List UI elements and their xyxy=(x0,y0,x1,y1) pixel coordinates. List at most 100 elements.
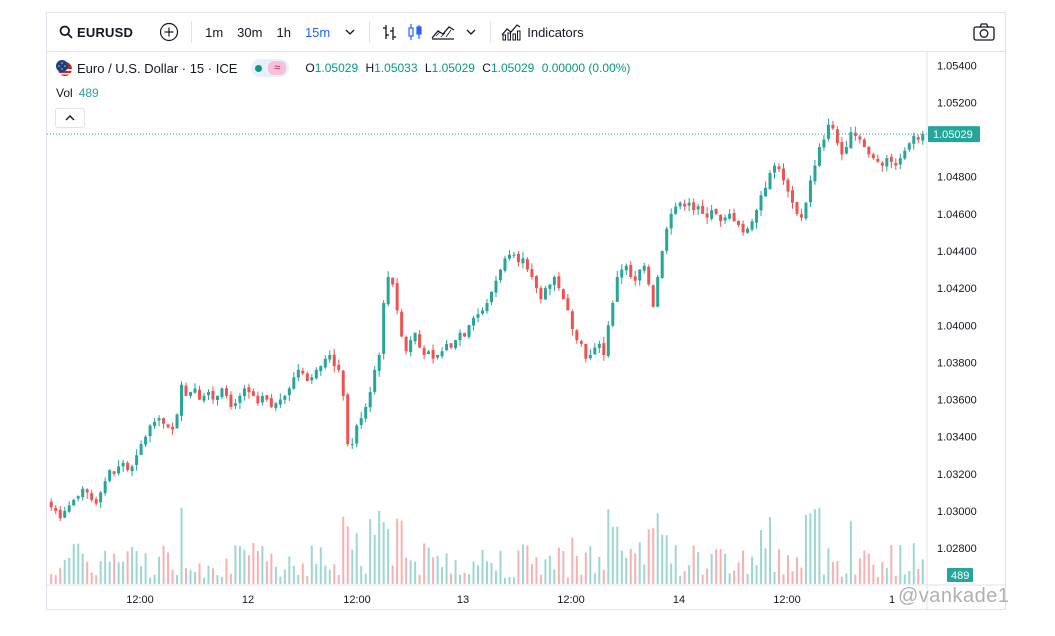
candle xyxy=(162,418,166,424)
snapshot-button[interactable] xyxy=(971,19,997,45)
ohlc-values: O1.05029 H1.05033 L1.05029 C1.05029 0.00… xyxy=(305,61,630,75)
compare-button[interactable] xyxy=(159,13,179,51)
interval-1h[interactable]: 1h xyxy=(276,24,291,40)
x-tick-label: 12:00 xyxy=(343,594,371,606)
volume-bar xyxy=(113,553,116,584)
candle xyxy=(130,466,134,472)
volume-bar xyxy=(144,553,147,584)
change-value: 0.00000 (0.00%) xyxy=(541,61,631,75)
volume-bar xyxy=(836,561,839,584)
candle xyxy=(260,395,264,403)
candle xyxy=(723,217,727,221)
candle xyxy=(894,162,898,166)
volume-bar xyxy=(557,547,560,584)
x-tick-label: 1 xyxy=(889,594,895,606)
candle xyxy=(597,343,601,349)
bars-icon xyxy=(383,25,397,40)
candle xyxy=(889,156,893,162)
volume-bar xyxy=(180,507,183,584)
volume-bar xyxy=(162,545,165,584)
candle xyxy=(885,158,889,167)
y-tick-label: 1.04400 xyxy=(937,246,977,258)
candle xyxy=(678,202,682,207)
volume-bar xyxy=(566,577,569,584)
interval-1m[interactable]: 1m xyxy=(205,24,224,40)
candle xyxy=(215,395,219,400)
volume-bar xyxy=(391,565,394,584)
market-status[interactable]: ≈ xyxy=(251,59,290,77)
volume-bar xyxy=(512,577,515,584)
open-label: O xyxy=(305,61,315,75)
candle xyxy=(242,388,246,397)
indicators-button[interactable]: Indicators xyxy=(501,13,584,51)
area-chart-icon xyxy=(431,26,455,40)
price-chart[interactable]: 1.05400 1.05200 1.04800 1.04600 1.04400 1.042… xyxy=(47,13,1005,609)
toolbar-divider xyxy=(191,21,193,43)
chevron-down-icon xyxy=(345,29,355,35)
candle xyxy=(557,276,561,289)
candle xyxy=(777,166,781,170)
volume-bar xyxy=(728,573,731,584)
y-tick-label: 1.03200 xyxy=(937,469,977,481)
candle xyxy=(224,388,228,396)
volume-bar xyxy=(486,561,488,584)
volume-legend: Vol 489 xyxy=(56,86,99,100)
y-tick-label: 1.02800 xyxy=(937,543,977,555)
volume-bar xyxy=(189,569,192,584)
candle xyxy=(476,314,480,318)
candle xyxy=(238,395,242,403)
candle xyxy=(710,210,714,219)
candle xyxy=(611,303,615,326)
volume-bar xyxy=(517,550,520,584)
volume-bar xyxy=(589,546,592,584)
candle xyxy=(858,136,862,140)
chart-type-dropdown[interactable] xyxy=(458,19,484,45)
interval-dropdown[interactable] xyxy=(337,19,363,45)
volume-bar xyxy=(81,553,84,584)
volume-bar xyxy=(885,568,888,584)
candle xyxy=(781,168,785,181)
candle xyxy=(256,395,260,404)
add-circle-icon xyxy=(160,22,179,42)
candle xyxy=(764,187,768,197)
volume-bar xyxy=(863,550,866,584)
chart-widget: EURUSD 1m 30m 1h 15m xyxy=(46,12,1006,610)
volume-bar xyxy=(890,545,893,584)
candle xyxy=(835,129,839,144)
candle xyxy=(615,277,619,302)
y-tick-label: 1.03400 xyxy=(937,432,977,444)
candle xyxy=(386,277,390,305)
candle xyxy=(530,269,534,277)
interval-30m[interactable]: 30m xyxy=(237,24,263,40)
chart-type-button[interactable] xyxy=(428,19,458,45)
volume-bar xyxy=(468,574,471,584)
candle xyxy=(368,392,372,408)
candle xyxy=(103,481,107,494)
volume-bar xyxy=(122,561,125,584)
volume-bar xyxy=(872,564,875,584)
candle xyxy=(467,325,471,337)
volume-bar xyxy=(194,572,196,584)
bars-style-button[interactable] xyxy=(376,19,402,45)
last-price-label: 1.05029 xyxy=(933,129,973,141)
volume-bar xyxy=(409,560,412,584)
collapse-legend-button[interactable] xyxy=(55,108,85,128)
volume-bar xyxy=(706,568,709,584)
symbol-search[interactable]: EURUSD xyxy=(59,13,133,51)
candle xyxy=(534,276,538,289)
y-tick-label: 1.03600 xyxy=(937,395,977,407)
volume-bar xyxy=(198,563,201,584)
volume-bar xyxy=(450,573,453,584)
volume-bar xyxy=(647,529,650,584)
candle xyxy=(799,214,803,218)
candles-style-button[interactable] xyxy=(402,19,428,45)
candle xyxy=(359,418,363,425)
candle xyxy=(99,492,103,503)
candle xyxy=(436,355,440,358)
open-value: 1.05029 xyxy=(314,61,359,75)
volume-bar xyxy=(459,574,462,584)
candle xyxy=(786,179,790,192)
volume-bar xyxy=(858,558,861,584)
interval-15m[interactable]: 15m xyxy=(304,24,331,40)
volume-bar xyxy=(333,564,336,584)
